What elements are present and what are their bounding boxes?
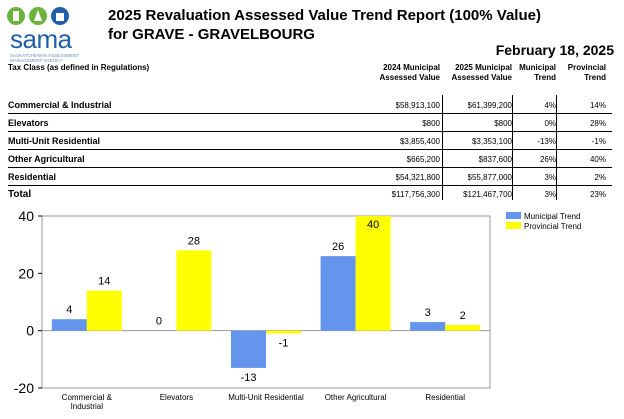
cell-provincial-trend: 2% (594, 173, 606, 182)
cell-av2025: $3,353,100 (471, 137, 512, 146)
legend-label: Municipal Trend (524, 212, 580, 221)
row-label: Multi-Unit Residential (8, 136, 100, 146)
av2025-header: 2025 Municipal Assessed Value (451, 63, 512, 82)
report-title-line2: for GRAVE - GRAVELBOURG (108, 26, 315, 43)
x-tick-label: Industrial (71, 402, 104, 411)
trend-chart: 40 20 0 -20 4 14 Commercial &Industrial 0 28 Ele… (14, 209, 582, 411)
cell-av2024: $800 (422, 119, 440, 128)
y-tick-label: 0 (26, 323, 34, 339)
column-separator (442, 95, 443, 200)
legend-swatch (506, 222, 521, 229)
report-title: 2025 Revaluation Assessed Value Trend Re… (108, 6, 541, 44)
bar-municipal (231, 330, 266, 368)
data-label: 0 (156, 316, 162, 328)
data-label: 14 (98, 276, 110, 288)
logo-wordmark: sama (10, 24, 72, 54)
cell-provincial-trend: 28% (589, 119, 606, 128)
cell-av2025: $121,467,700 (463, 190, 512, 199)
data-label: -1 (279, 338, 289, 350)
table-total-row: Total $117,756,300 $121,467,700 3% 23% (8, 186, 612, 202)
cell-av2024: $3,855,400 (399, 137, 440, 146)
cell-municipal-trend: 4% (544, 101, 556, 110)
column-separator (512, 95, 513, 200)
cell-municipal-trend: 3% (544, 190, 556, 199)
cell-av2024: $58,913,100 (395, 101, 441, 110)
logo-icons (7, 7, 69, 25)
logo-subtitle: SASKATCHEWAN ASSESSMENT MANAGEMENT AGENC… (10, 53, 79, 63)
tax-class-header: Tax Class (as defined in Regulations) (8, 63, 150, 72)
row-label: Commercial & Industrial (8, 100, 112, 110)
cell-av2025: $800 (494, 119, 512, 128)
data-label: -13 (241, 372, 257, 384)
municipal-trend-header: Municipal Trend (519, 63, 556, 82)
bar-municipal (320, 256, 356, 331)
bar-provincial (266, 330, 301, 334)
table-row: Commercial & Industrial $58,913,100 $61,39… (8, 97, 612, 114)
bar-provincial (445, 324, 481, 331)
y-tick-label: 20 (18, 265, 34, 281)
cell-av2025: $837,600 (478, 155, 512, 164)
row-label: Residential (8, 172, 57, 182)
x-tick-label: Other Agricultural (325, 393, 387, 402)
cell-av2025: $61,399,200 (467, 101, 513, 110)
cell-provincial-trend: 23% (589, 190, 606, 199)
y-tick-label: 40 (18, 209, 34, 224)
data-label: 40 (367, 219, 379, 231)
table-row: Other Agricultural $665,200 $837,600 26% 40% (8, 151, 612, 168)
table-row: Elevators $800 $800 0% 28% (8, 115, 612, 132)
plot-frame (41, 215, 491, 389)
x-tick-label: Multi-Unit Residential (228, 393, 304, 402)
legend-swatch (506, 212, 521, 219)
cell-provincial-trend: 40% (589, 155, 606, 164)
table-row: Residential $54,321,800 $55,877,000 3% 2% (8, 169, 612, 186)
bar-provincial (355, 216, 391, 331)
data-label: 4 (66, 304, 72, 316)
x-tick-label: Elevators (160, 393, 193, 402)
cell-municipal-trend: 0% (544, 119, 556, 128)
row-label: Total (8, 189, 32, 200)
data-label: 26 (332, 241, 344, 253)
report-title-line1: 2025 Revaluation Assessed Value Trend Re… (108, 7, 541, 24)
bar-municipal (410, 322, 446, 331)
cell-av2024: $117,756,300 (391, 190, 440, 199)
cell-av2024: $665,200 (406, 155, 440, 164)
sama-logo: sama SASKATCHEWAN ASSESSMENT MANAGEMENT … (4, 4, 86, 63)
y-tick-label: -20 (14, 380, 34, 396)
cell-av2025: $55,877,000 (467, 173, 513, 182)
av2024-header: 2024 Municipal Assessed Value (379, 63, 440, 82)
cell-provincial-trend: -1% (591, 137, 606, 146)
cell-municipal-trend: 3% (544, 173, 556, 182)
cell-av2024: $54,321,800 (395, 173, 441, 182)
cell-municipal-trend: -13% (537, 137, 556, 146)
x-tick-label: Residential (425, 393, 465, 402)
bar-municipal (51, 319, 87, 331)
table-row: Multi-Unit Residential $3,855,400 $3,353,1… (8, 133, 612, 150)
data-label: 2 (460, 310, 466, 322)
row-label: Other Agricultural (8, 154, 85, 164)
cell-municipal-trend: 26% (539, 155, 556, 164)
data-label: 28 (188, 235, 200, 247)
column-separator (556, 95, 557, 200)
report-date: February 18, 2025 (495, 42, 614, 58)
provincial-trend-header: Provincial Trend (567, 63, 606, 82)
data-label: 3 (425, 307, 431, 319)
cell-provincial-trend: 14% (589, 101, 606, 110)
bar-provincial (86, 290, 122, 331)
x-tick-label: Commercial & (62, 393, 113, 402)
legend-label: Provincial Trend (524, 222, 581, 231)
bar-provincial (176, 250, 212, 331)
row-label: Elevators (8, 118, 49, 128)
